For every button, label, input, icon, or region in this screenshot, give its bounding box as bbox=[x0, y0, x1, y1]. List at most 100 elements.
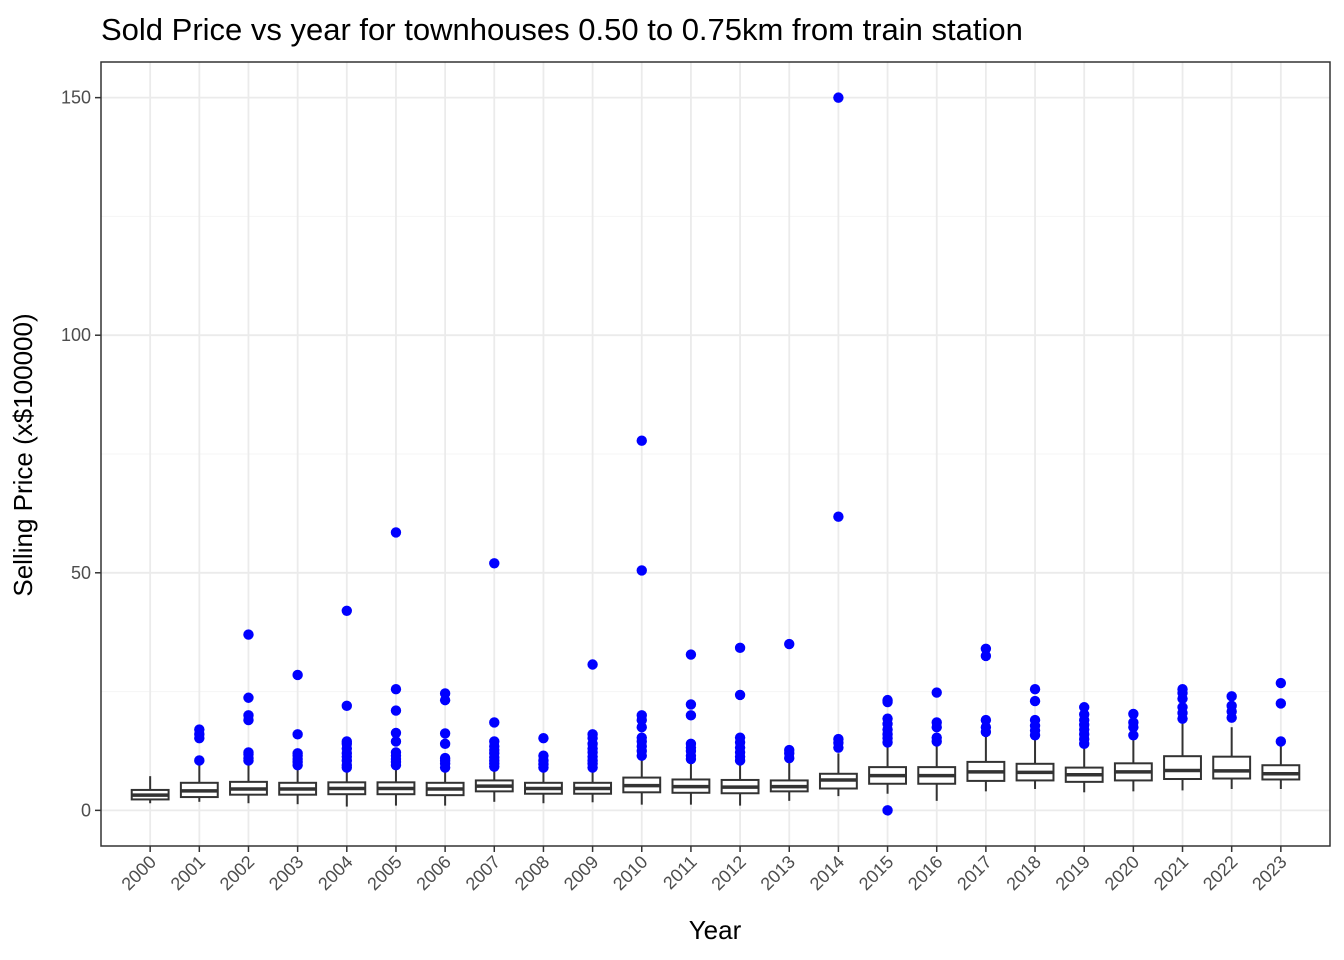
outlier-point bbox=[685, 699, 697, 710]
box-2021 bbox=[1163, 722, 1202, 791]
outlier-point bbox=[538, 732, 549, 744]
box-2023 bbox=[1261, 746, 1301, 789]
outlier-point bbox=[980, 650, 992, 662]
outlier-point bbox=[194, 755, 205, 766]
box-2012 bbox=[720, 763, 760, 806]
outlier-point bbox=[243, 710, 254, 721]
outlier-point bbox=[341, 700, 352, 712]
outlier-point bbox=[784, 638, 795, 650]
box-2004 bbox=[327, 769, 367, 807]
outlier-point bbox=[636, 722, 647, 733]
box-2013 bbox=[769, 762, 809, 801]
outlier-point bbox=[980, 714, 992, 726]
outlier-point bbox=[292, 729, 303, 740]
outlier-point bbox=[1177, 684, 1188, 695]
outlier-point bbox=[489, 736, 500, 747]
outlier-point bbox=[1079, 702, 1090, 713]
outlier-point bbox=[882, 713, 893, 724]
box-2022 bbox=[1212, 727, 1252, 789]
box-2011 bbox=[671, 762, 711, 805]
outlier-point bbox=[194, 724, 205, 735]
outlier-point bbox=[1128, 730, 1139, 741]
outlier-point bbox=[390, 747, 402, 758]
box-2006 bbox=[425, 769, 465, 806]
y-axis-title: Selling Price (x$100000) bbox=[8, 313, 38, 596]
outlier-point bbox=[390, 727, 402, 739]
box-2001 bbox=[179, 765, 219, 802]
outlier-point bbox=[980, 643, 992, 655]
outlier-point bbox=[784, 744, 795, 756]
outlier-point bbox=[685, 738, 697, 750]
outlier-point bbox=[1128, 708, 1139, 720]
outlier-point bbox=[390, 684, 402, 695]
outlier-point bbox=[1128, 717, 1139, 728]
outlier-point bbox=[587, 659, 598, 670]
outlier-point bbox=[390, 527, 402, 538]
outlier-point bbox=[1226, 700, 1237, 712]
outlier-point bbox=[1275, 677, 1287, 689]
outlier-point bbox=[931, 687, 942, 698]
box-2010 bbox=[622, 760, 662, 805]
outlier-point bbox=[341, 605, 352, 616]
box-2000 bbox=[130, 776, 170, 804]
outlier-point bbox=[1226, 691, 1237, 702]
outlier-point bbox=[292, 748, 303, 759]
box-2007 bbox=[474, 768, 514, 802]
outlier-point bbox=[931, 732, 942, 743]
outlier-point bbox=[439, 728, 451, 739]
outlier-point bbox=[685, 710, 697, 721]
outlier-points bbox=[194, 92, 1287, 816]
outlier-point bbox=[980, 722, 992, 733]
outlier-point bbox=[882, 694, 893, 706]
outlier-point bbox=[833, 92, 844, 103]
outlier-point bbox=[1275, 698, 1287, 709]
outlier-point bbox=[636, 732, 647, 743]
outlier-point bbox=[1029, 684, 1041, 695]
panel-border bbox=[100, 61, 1331, 847]
outlier-point bbox=[833, 511, 844, 522]
outlier-point bbox=[636, 435, 647, 446]
outlier-point bbox=[1275, 736, 1287, 747]
outlier-point bbox=[734, 642, 746, 654]
outlier-point bbox=[292, 669, 303, 681]
outlier-point bbox=[243, 629, 254, 640]
outlier-point bbox=[882, 805, 893, 816]
chart-title: Sold Price vs year for townhouses 0.50 t… bbox=[101, 12, 1023, 47]
box-series bbox=[130, 722, 1301, 807]
box-2016 bbox=[917, 744, 957, 801]
box-2015 bbox=[868, 746, 907, 794]
y-axis: 0 50 100 150 bbox=[61, 88, 101, 820]
outlier-point bbox=[390, 705, 402, 716]
outlier-point bbox=[439, 752, 451, 764]
box-2005 bbox=[376, 767, 416, 806]
box-2017 bbox=[966, 736, 1006, 792]
outlier-point bbox=[243, 692, 254, 703]
y-tick-label: 150 bbox=[61, 88, 91, 108]
outlier-point bbox=[439, 738, 451, 750]
y-tick-label: 0 bbox=[81, 800, 91, 820]
outlier-point bbox=[243, 747, 254, 758]
box-2019 bbox=[1064, 747, 1104, 793]
outlier-point bbox=[1029, 714, 1041, 726]
box-2018 bbox=[1015, 740, 1055, 789]
outlier-point bbox=[833, 733, 844, 745]
outlier-point bbox=[489, 717, 500, 728]
box-2014 bbox=[818, 753, 858, 797]
outlier-point bbox=[341, 736, 352, 747]
outlier-point bbox=[685, 649, 697, 660]
outlier-point bbox=[390, 736, 402, 747]
outlier-point bbox=[1079, 709, 1090, 720]
box-2020 bbox=[1113, 740, 1153, 792]
y-tick-label: 100 bbox=[61, 325, 91, 345]
outlier-point bbox=[1029, 695, 1041, 707]
outlier-point bbox=[734, 689, 746, 701]
outlier-point bbox=[636, 565, 647, 576]
outlier-point bbox=[538, 750, 549, 761]
y-tick-label: 50 bbox=[71, 563, 91, 583]
outlier-point bbox=[636, 710, 647, 721]
box-2002 bbox=[229, 763, 268, 804]
outlier-point bbox=[439, 688, 451, 699]
box-2003 bbox=[278, 768, 318, 805]
